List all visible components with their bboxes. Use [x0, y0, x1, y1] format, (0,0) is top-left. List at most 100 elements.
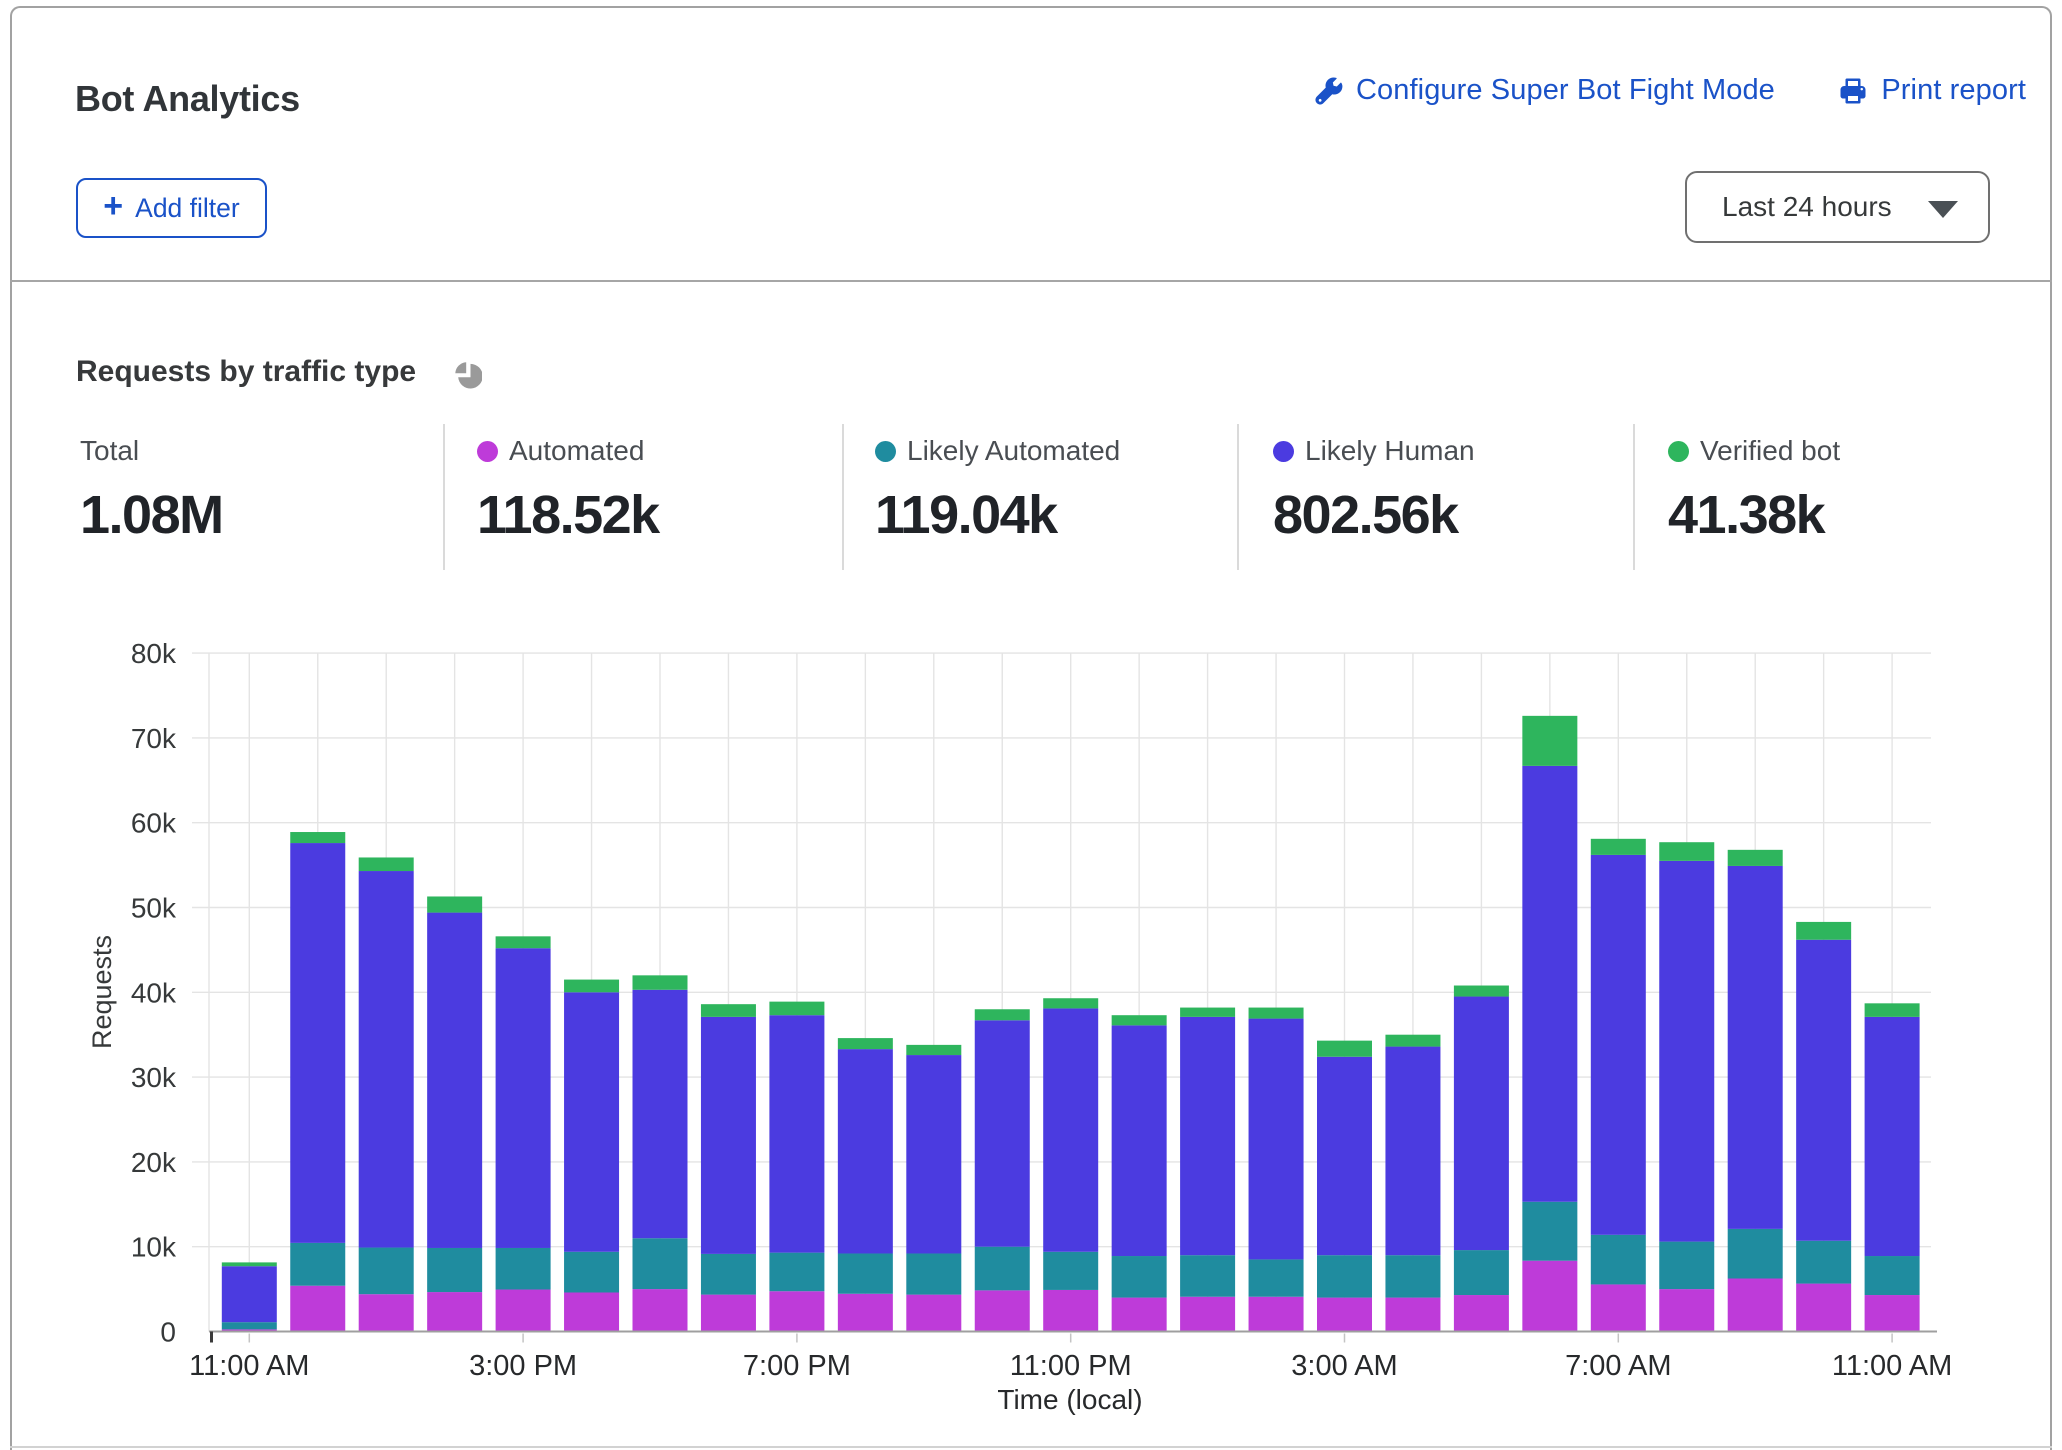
bar-8-00-am	[1659, 842, 1715, 1332]
bar-segment-automated	[974, 1290, 1030, 1332]
x-tick-label: 11:00 AM	[1832, 1350, 1952, 1382]
legend-dot-icon	[477, 440, 498, 462]
bar-segment-likely-human	[1043, 1008, 1099, 1252]
bar-segment-likely-human	[1796, 939, 1852, 1241]
bar-segment-automated	[495, 1289, 551, 1332]
x-tick-label: 11:00 PM	[1010, 1350, 1132, 1382]
bar-1-00-am	[1180, 1007, 1236, 1332]
bar-segment-verified-bot	[495, 936, 551, 949]
bar-segment-automated	[906, 1294, 962, 1332]
printer-icon	[1838, 76, 1868, 106]
bar-segment-likely-human	[1180, 1016, 1236, 1256]
stat-label: Automated	[509, 435, 645, 466]
stat-divider	[1237, 424, 1239, 570]
bar-segment-verified-bot	[769, 1001, 825, 1016]
bar-segment-verified-bot	[1864, 1003, 1920, 1017]
y-tick-label: 0	[160, 1317, 176, 1348]
bar-segment-automated	[290, 1285, 346, 1332]
bar-segment-automated	[1453, 1295, 1509, 1332]
bar-segment-automated	[1385, 1297, 1441, 1332]
bar-segment-likely-automated	[974, 1246, 1030, 1291]
bar-segment-verified-bot	[1385, 1034, 1441, 1047]
time-range-select[interactable]: Last 24 hours	[1685, 171, 1990, 243]
bar-segment-verified-bot	[1659, 842, 1715, 861]
legend-dot-icon	[1668, 440, 1689, 462]
bar-segment-likely-human	[700, 1016, 756, 1254]
wrench-icon	[1315, 76, 1343, 105]
bar-segment-likely-automated	[1180, 1255, 1236, 1297]
bar-segment-likely-automated	[564, 1251, 620, 1293]
bar-segment-verified-bot	[1796, 921, 1852, 940]
bar-11-00-pm	[1043, 998, 1099, 1332]
bar-segment-likely-human	[906, 1055, 962, 1254]
print-link-label: Print report	[1881, 74, 2026, 106]
bar-segment-verified-bot	[632, 975, 688, 990]
bar-segment-automated	[700, 1294, 756, 1332]
bar-5-00-pm	[632, 975, 688, 1332]
bottom-divider	[10, 1446, 2052, 1448]
configure-super-bot-fight-mode-link[interactable]: Configure Super Bot Fight Mode	[1315, 74, 1775, 107]
bar-segment-verified-bot	[290, 832, 346, 844]
bar-4-00-pm	[564, 979, 620, 1332]
bar-segment-automated	[1796, 1283, 1852, 1332]
bar-segment-verified-bot	[837, 1038, 893, 1050]
bar-segment-likely-automated	[1864, 1256, 1920, 1296]
bar-9-00-am	[1727, 849, 1783, 1332]
bar-segment-likely-human	[837, 1049, 893, 1254]
y-tick-label: 80k	[131, 638, 177, 669]
stat-verified-bot: Verified bot 41.38k	[1668, 420, 1840, 546]
bar-segment-likely-automated	[495, 1247, 551, 1290]
stat-label: Verified bot	[1700, 435, 1841, 466]
bar-7-00-pm	[769, 1001, 825, 1332]
plus-icon: +	[103, 187, 124, 225]
bar-12-00-am	[1111, 1015, 1167, 1332]
bar-3-00-am	[1317, 1040, 1372, 1332]
bar-segment-likely-human	[1864, 1016, 1920, 1257]
section-title: Requests by traffic type	[76, 355, 417, 388]
x-tick-label: 3:00 AM	[1291, 1350, 1397, 1382]
bar-segment-automated	[632, 1289, 688, 1332]
stat-value: 1.08M	[80, 485, 224, 545]
x-axis-title: Time (local)	[997, 1384, 1142, 1415]
bar-9-00-pm	[906, 1044, 962, 1332]
bar-segment-automated	[769, 1291, 825, 1332]
bar-segment-likely-human	[1590, 854, 1646, 1235]
bar-segment-verified-bot	[974, 1009, 1030, 1021]
bar-3-00-pm	[495, 936, 551, 1332]
add-filter-button[interactable]: + Add filter	[76, 178, 267, 238]
bar-segment-verified-bot	[427, 896, 483, 913]
bar-11-00-am	[1864, 1003, 1920, 1332]
bar-segment-automated	[1864, 1295, 1920, 1332]
bar-segment-likely-automated	[1248, 1259, 1304, 1297]
bar-10-00-pm	[974, 1009, 1030, 1332]
bar-6-00-pm	[700, 1004, 756, 1332]
bar-segment-automated	[1727, 1278, 1783, 1332]
x-tick-label: 11:00 AM	[189, 1350, 309, 1382]
bar-segment-likely-automated	[769, 1252, 825, 1292]
bar-segment-automated	[221, 1329, 277, 1332]
bar-segment-likely-automated	[221, 1322, 277, 1330]
bar-segment-likely-human	[1385, 1046, 1441, 1256]
bar-8-00-pm	[837, 1038, 893, 1332]
bar-segment-verified-bot	[1727, 849, 1783, 866]
bar-5-00-am	[1453, 985, 1509, 1332]
add-filter-label: Add filter	[135, 192, 240, 223]
bar-segment-likely-human	[358, 871, 414, 1248]
bar-segment-likely-human	[1111, 1025, 1167, 1257]
y-tick-label: 70k	[131, 723, 177, 754]
bar-segment-likely-automated	[1659, 1241, 1715, 1290]
bar-segment-automated	[1522, 1260, 1578, 1332]
bar-chart-svg: 0 10k 20k 30k 40k 50k 60k 70k 80k 11:00 AM 3:00 PM…	[87, 638, 1952, 1415]
bar-segment-verified-bot	[1248, 1007, 1304, 1019]
stat-label: Likely Human	[1305, 435, 1475, 466]
bar-10-00-am	[1796, 921, 1852, 1332]
print-report-link[interactable]: Print report	[1838, 74, 2026, 107]
stats-row: Total 1.08M Automated 118.52k Likely Automat…	[0, 420, 2062, 580]
stat-divider	[443, 424, 445, 570]
stat-automated: Automated 118.52k	[477, 420, 660, 546]
bar-segment-automated	[358, 1294, 414, 1332]
bar-segment-verified-bot	[700, 1004, 756, 1017]
bar-segment-likely-human	[221, 1266, 277, 1323]
bar-1-00-pm	[358, 857, 414, 1332]
header-links: Configure Super Bot Fight Mode Print rep…	[0, 74, 2062, 114]
